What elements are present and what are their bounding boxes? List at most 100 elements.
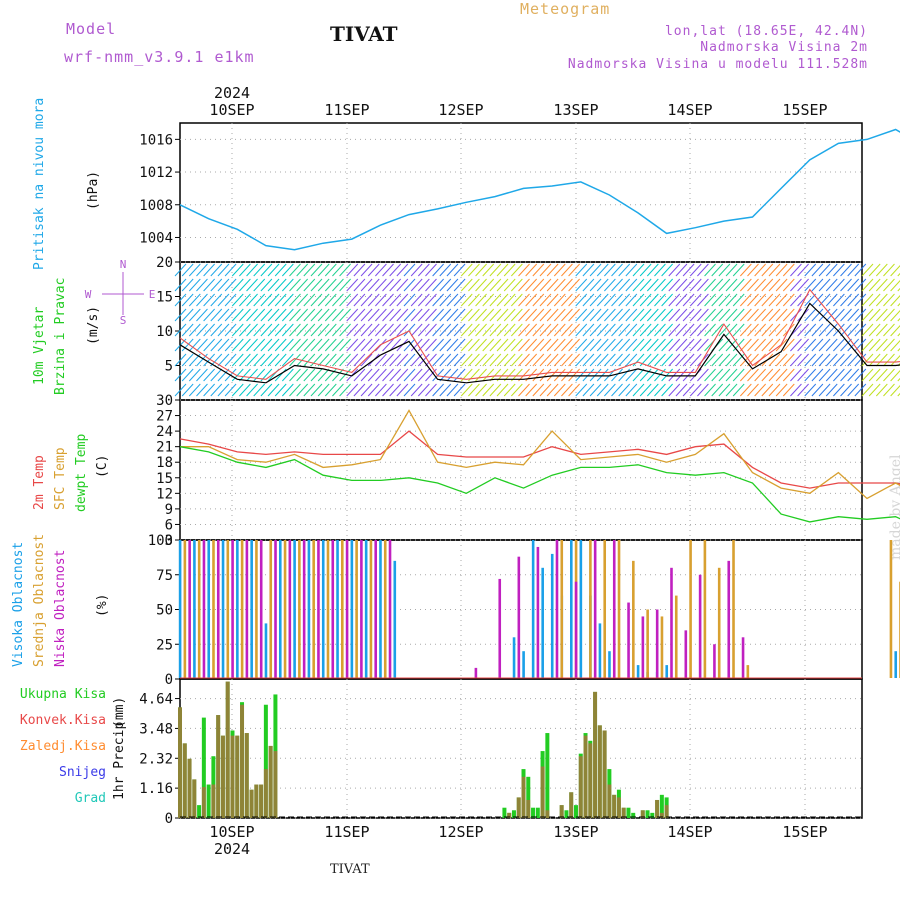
wind-arrow [367, 383, 380, 397]
wind-arrow [403, 293, 416, 307]
wind-arrow [360, 353, 373, 367]
wind-arrow [246, 308, 258, 322]
wind-arrow [732, 368, 745, 382]
wind-arrow [639, 338, 652, 352]
wind-arrow [203, 278, 215, 292]
wind-arrow [875, 368, 888, 382]
wind-arrow [525, 323, 538, 337]
wind-arrow [417, 323, 430, 337]
wind-arrow [611, 323, 623, 337]
wind-arrow [704, 368, 716, 382]
wind-arrow [883, 353, 895, 367]
cloud-bar [746, 665, 750, 678]
wind-arrow [281, 293, 294, 307]
wind-arrow [618, 308, 631, 322]
compass-e: E [149, 288, 156, 301]
wind-arrow [890, 370, 900, 382]
wind-arrow [861, 323, 874, 337]
wind-arrow [604, 323, 616, 337]
cloud-bar [388, 540, 392, 678]
cloud-bar [732, 540, 735, 678]
wind-arrow [833, 308, 845, 322]
cloud-bar [670, 567, 673, 678]
wind-arrow [539, 308, 552, 322]
wind-arrow [639, 293, 652, 307]
wind-arrow [324, 263, 337, 277]
wind-arrow [217, 263, 230, 277]
cloud-bar [197, 540, 201, 678]
wind-arrow [654, 263, 666, 277]
precip-bar [263, 769, 268, 818]
wind-arrow [818, 383, 831, 397]
wind-arrow [646, 383, 659, 397]
wind-arrow [661, 353, 673, 367]
wind-arrow [611, 278, 623, 292]
wind-arrow [410, 383, 423, 397]
wind-arrow [332, 368, 344, 382]
wind-arrow [396, 383, 409, 397]
wind-arrow [453, 263, 466, 277]
wind-arrow [188, 308, 201, 322]
precip-bar [564, 810, 569, 818]
wind-arrow [589, 263, 602, 277]
wind-arrow [181, 293, 194, 307]
wind-arrow [668, 368, 681, 382]
wind-arrow [568, 368, 580, 382]
wind-arrow [453, 353, 466, 367]
wind-arrow [697, 338, 709, 352]
wind-arrow [367, 323, 380, 337]
cloud-bar [221, 540, 225, 678]
page-title: TIVAT [330, 22, 398, 46]
wind-arrow [303, 263, 316, 277]
wind-arrow [582, 293, 595, 307]
wind-arrow [239, 278, 251, 292]
wind-arrow [646, 308, 659, 322]
wind-arrow [747, 293, 759, 307]
wind-arrow [546, 353, 559, 367]
wind-arrow [811, 278, 824, 292]
wind-arrow [618, 263, 631, 277]
cloud-bar [589, 540, 592, 678]
wind-arrow [367, 308, 380, 322]
wind-arrow [432, 353, 444, 367]
wind-arrow [589, 353, 602, 367]
wind-arrow [596, 353, 609, 367]
wind-arrow [410, 338, 423, 352]
wind-arrow [489, 263, 502, 277]
wind-arrow [453, 368, 466, 382]
cloud-bar [570, 540, 573, 678]
wind-arrow [217, 278, 230, 292]
precip-bar [216, 715, 221, 818]
cloud-bar [274, 540, 277, 678]
wind-arrow [718, 278, 731, 292]
wind-arrow [389, 383, 402, 397]
y-tick-label: 18 [156, 455, 173, 471]
wind-arrow [646, 368, 659, 382]
wind-arrow [561, 368, 573, 382]
wind-arrow [188, 263, 201, 277]
wind-arrow [568, 278, 580, 292]
wind-arrow [425, 293, 437, 307]
wind-arrow [339, 308, 351, 322]
wind-arrow [883, 383, 895, 397]
wind-arrow [253, 293, 266, 307]
wind-arrow [353, 323, 366, 337]
wind-arrow [639, 383, 652, 397]
cloud-bar [741, 637, 745, 678]
wind-arrow [582, 353, 595, 367]
cloud-bar [574, 581, 578, 678]
wind-arrow [804, 383, 817, 397]
wind-arrow [489, 323, 502, 337]
wind-arrow [432, 323, 444, 337]
wind-arrow [503, 278, 516, 292]
wind-arrow [217, 353, 230, 367]
wind-arrow [410, 263, 423, 277]
wind-arrow [360, 338, 373, 352]
cloud-bar [541, 567, 544, 678]
wind-arrow [575, 308, 588, 322]
wind-arrow [489, 368, 502, 382]
wind-arrow [854, 293, 867, 307]
wind-arrow [339, 323, 351, 337]
wind-arrow [382, 368, 394, 382]
